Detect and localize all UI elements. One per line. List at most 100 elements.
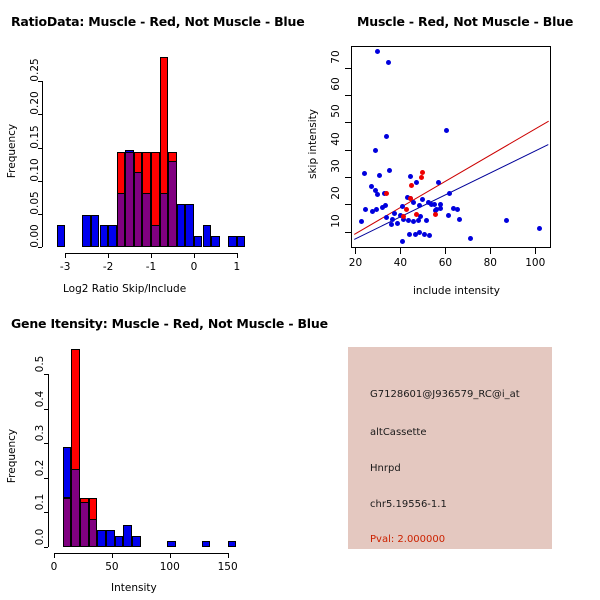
- scatter-x-tick-label: 60: [438, 257, 453, 269]
- ratio-x-tick-label: -3: [59, 261, 71, 273]
- ratio-bar: [56, 225, 66, 247]
- ratio-bar: [108, 225, 117, 247]
- gene-y-tick: [44, 443, 48, 445]
- ratio-y-tick-label: 0.10: [29, 157, 41, 182]
- gene-bar: [166, 541, 176, 547]
- gene-histogram-plot: 0.0 0.1 0.2 0.3 0.4 0.5 0 50 100 150: [0, 300, 300, 600]
- scatter-y-tick-label: 20: [330, 186, 342, 200]
- gene-histogram-ylabel: Frequency: [6, 428, 18, 484]
- scatter-y-tick-label: 70: [330, 50, 342, 64]
- scatter-point: [374, 207, 380, 213]
- scatter-point: [368, 184, 374, 190]
- scatter-point: [446, 213, 452, 219]
- scatter-point: [408, 196, 414, 202]
- scatter-point: [503, 218, 509, 224]
- scatter-point: [404, 195, 410, 200]
- gene-x-tick-label: 100: [159, 561, 180, 573]
- panel-scatter: Muscle - Red, Not Muscle - Blue 10 20 30 40…: [300, 0, 600, 300]
- scatter-point: [373, 148, 379, 154]
- scatter-x-tick: [535, 248, 537, 254]
- scatter-point: [432, 211, 438, 217]
- scatter-point: [436, 179, 442, 185]
- gene-bar: [71, 468, 81, 547]
- gene-y-tick-label: 0.1: [34, 494, 46, 511]
- scatter-ylabel: skip intensity: [307, 109, 319, 179]
- gene-y-tick: [44, 477, 48, 479]
- ratio-y-tick-label: 0.05: [29, 191, 41, 215]
- gene-bar: [88, 497, 98, 520]
- gene-y-tick: [44, 547, 48, 548]
- ratio-bar: [159, 193, 169, 247]
- scatter-point: [418, 214, 424, 220]
- ratio-y-tick-label: 0.15: [29, 124, 41, 149]
- ratio-histogram-xlabel: Log2 Ratio Skip/Include: [63, 283, 187, 295]
- gene-bar: [227, 541, 237, 547]
- event-type-text: altCassette: [370, 427, 427, 438]
- scatter-x-tick-label: 20: [348, 257, 363, 269]
- ratio-bar: [185, 203, 194, 247]
- scatter-xlabel: include intensity: [413, 285, 500, 297]
- gene-x-tick-label: 50: [105, 561, 119, 573]
- gene-bar: [132, 535, 141, 547]
- scatter-point: [444, 128, 449, 134]
- pval-text: Pval: 2.000000: [370, 534, 446, 545]
- scatter-x-tick: [445, 248, 447, 254]
- scatter-y-tick: [345, 95, 351, 97]
- gene-bar: [97, 530, 107, 547]
- scatter-point: [363, 206, 369, 212]
- scatter-y-tick-label: 50: [330, 104, 342, 119]
- ratio-bar: [236, 236, 246, 247]
- gene-bar: [80, 502, 89, 547]
- scatter-y-tick: [345, 177, 351, 179]
- ratio-y-tick: [38, 213, 42, 215]
- ratio-bar: [82, 214, 91, 247]
- scatter-point: [375, 48, 381, 54]
- gene-x-tick: [227, 553, 229, 558]
- probe-id-text: G7128601@J936579_RC@i_at: [370, 389, 520, 400]
- ratio-x-tick: [236, 253, 238, 258]
- ratio-bar: [168, 160, 177, 247]
- ratio-bar: [211, 236, 220, 247]
- gene-bar: [62, 497, 72, 547]
- gene-bar: [123, 524, 133, 547]
- gene-y-tick: [44, 512, 48, 514]
- scatter-point: [411, 218, 417, 224]
- ratio-bar: [151, 225, 160, 247]
- ratio-bar: [116, 193, 126, 247]
- scatter-point: [383, 203, 389, 209]
- scatter-y-tick-label: 60: [330, 77, 342, 91]
- scatter-point: [401, 213, 407, 219]
- scatter-point: [392, 211, 398, 217]
- gene-y-tick-label: 0.2: [34, 459, 46, 477]
- ratio-y-tick: [38, 247, 42, 248]
- gene-info-panel: G7128601@J936579_RC@i_at altCassette Hnr…: [348, 347, 552, 549]
- scatter-point: [397, 212, 403, 218]
- scatter-x-tick-label: 100: [525, 257, 546, 269]
- ratio-bar: [159, 57, 169, 195]
- gene-y-tick: [44, 408, 48, 410]
- scatter-point: [417, 230, 423, 236]
- scatter-point: [379, 204, 385, 210]
- scatter-point: [384, 134, 390, 140]
- ratio-bar: [228, 236, 237, 247]
- scatter-point: [373, 188, 379, 194]
- gene-x-tick: [54, 553, 55, 558]
- scatter-point: [406, 231, 412, 237]
- ratio-bar: [133, 152, 143, 174]
- ratio-histogram-title: RatioData: Muscle - Red, Not Muscle - Bl…: [11, 14, 305, 29]
- panel-gene-histogram: Gene Itensity: Muscle - Red, Not Muscle …: [0, 300, 328, 600]
- scatter-point: [403, 207, 409, 213]
- ratio-bar: [142, 193, 151, 247]
- gene-x-tick: [169, 553, 171, 558]
- ratio-x-tick-label: 0: [190, 261, 198, 273]
- scatter-x-tick: [400, 248, 402, 254]
- ratio-bar: [142, 152, 151, 195]
- scatter-x-tick: [355, 248, 357, 254]
- gene-symbol-text: Hnrpd: [370, 463, 401, 474]
- scatter-title: Muscle - Red, Not Muscle - Blue: [357, 14, 574, 29]
- ratio-histogram-plot: 0.00 0.05 0.10 0.15 0.20 0.25 -3 -2 -1 0 1: [0, 0, 300, 300]
- scatter-point: [537, 226, 543, 232]
- scatter-point: [411, 200, 417, 206]
- scatter-point: [413, 211, 419, 217]
- ratio-y-tick: [38, 114, 42, 116]
